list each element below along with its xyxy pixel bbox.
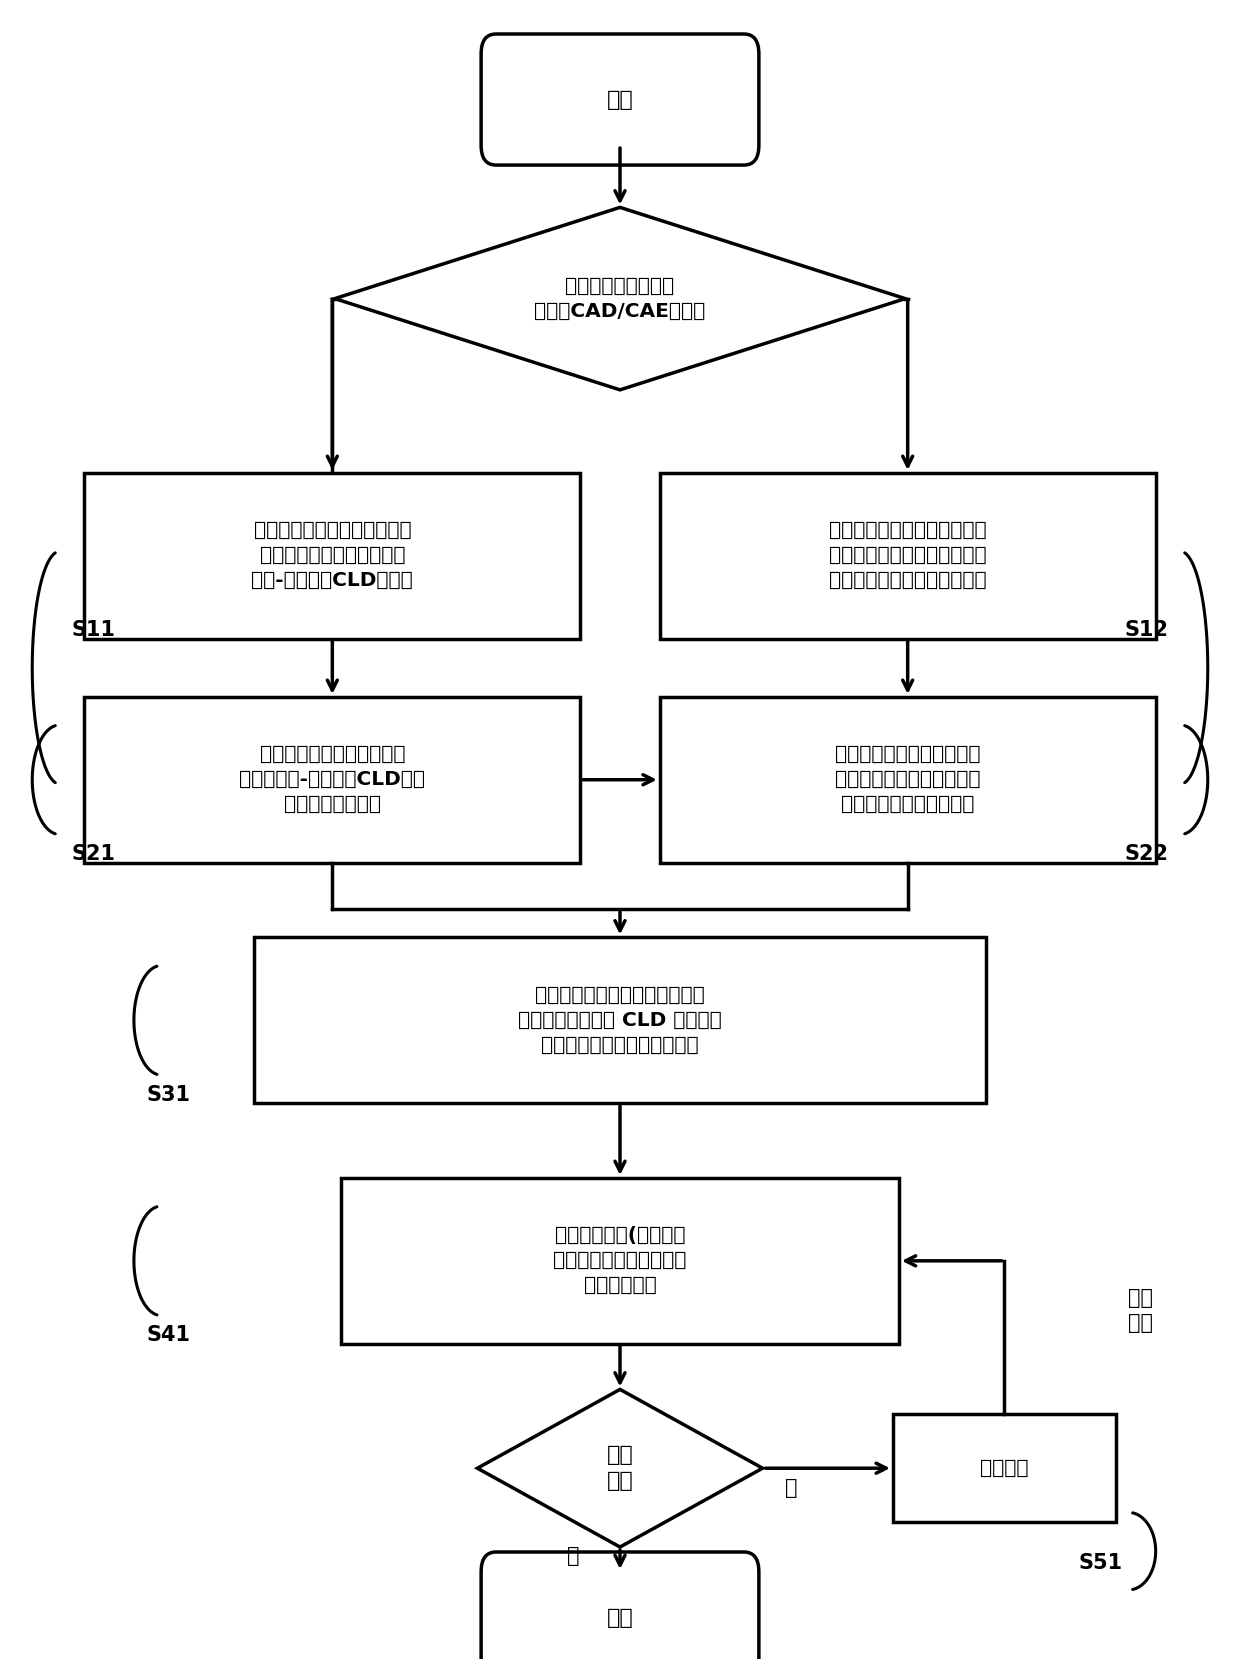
- Polygon shape: [477, 1390, 763, 1546]
- Text: 给定收敛判别(梯度范数
阀值、迭代步长阀值及最
大迭代步数）: 给定收敛判别(梯度范数 阀值、迭代步长阀值及最 大迭代步数）: [553, 1226, 687, 1296]
- Text: 否: 否: [785, 1478, 797, 1498]
- Text: 整车、车门和密封条
几何（CAD/CAE）模型: 整车、车门和密封条 几何（CAD/CAE）模型: [534, 277, 706, 320]
- Bar: [341, 1178, 899, 1344]
- Text: S21: S21: [72, 844, 115, 864]
- Text: 基于计算流体力学分析（或试
验）获取车门外表面的气流压
力数据，并等效成网格节点力: 基于计算流体力学分析（或试 验）获取车门外表面的气流压 力数据，并等效成网格节点…: [828, 521, 987, 591]
- Text: 开始: 开始: [606, 90, 634, 109]
- Text: S11: S11: [72, 620, 115, 640]
- Bar: [84, 697, 580, 863]
- Bar: [893, 1413, 1116, 1523]
- Text: S31: S31: [146, 1085, 190, 1105]
- Polygon shape: [335, 207, 905, 390]
- Text: 分段样条插值获取密封条非
线性压缩力-压缩量（CLD）曲
线函数及其导函数: 分段样条插值获取密封条非 线性压缩力-压缩量（CLD）曲 线函数及其导函数: [239, 745, 425, 815]
- Text: S22: S22: [1125, 844, 1168, 864]
- Text: 是: 是: [567, 1546, 579, 1566]
- FancyBboxPatch shape: [481, 1553, 759, 1659]
- Bar: [660, 697, 1156, 863]
- Text: S51: S51: [1079, 1553, 1123, 1573]
- Text: S41: S41: [146, 1326, 190, 1345]
- Bar: [254, 937, 986, 1103]
- Bar: [84, 473, 580, 639]
- Text: 基于有限元分析（或试验）获
取车门密封条的非线性压缩
载荷-变形量（CLD）数据: 基于有限元分析（或试验）获 取车门密封条的非线性压缩 载荷-变形量（CLD）数据: [252, 521, 413, 591]
- Text: 迭代
收敛: 迭代 收敛: [606, 1445, 634, 1491]
- Text: 结果分析: 结果分析: [980, 1458, 1029, 1478]
- Text: S12: S12: [1125, 620, 1168, 640]
- Bar: [660, 473, 1156, 639]
- Text: 建立变形量残差向量函数、残差
目标函数、非线性 CLD 曲线函数
的雅可比矩阵、残差梯度向量: 建立变形量残差向量函数、残差 目标函数、非线性 CLD 曲线函数 的雅可比矩阵、…: [518, 985, 722, 1055]
- Text: 获取车门上所需求解变形位
置和方向以及气流作用点位
置和作用方向的柔度矩阵: 获取车门上所需求解变形位 置和方向以及气流作用点位 置和作用方向的柔度矩阵: [835, 745, 981, 815]
- Text: 修改
判别: 修改 判别: [1128, 1287, 1153, 1334]
- Text: 结束: 结束: [606, 1608, 634, 1627]
- FancyBboxPatch shape: [481, 35, 759, 166]
